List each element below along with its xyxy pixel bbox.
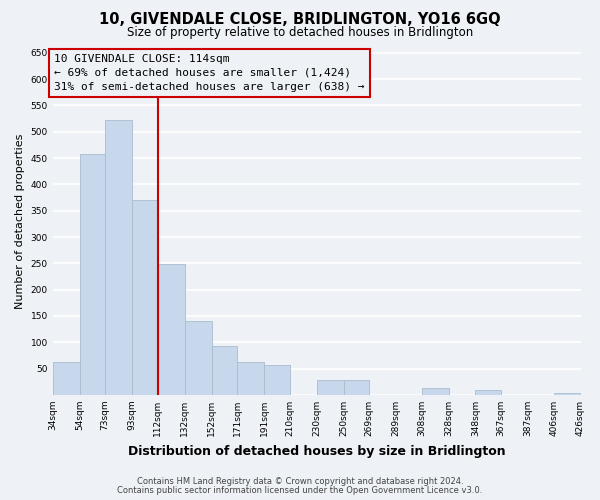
Bar bbox=[158, 264, 185, 395]
Text: Contains public sector information licensed under the Open Government Licence v3: Contains public sector information licen… bbox=[118, 486, 482, 495]
Bar bbox=[132, 200, 158, 395]
Bar bbox=[185, 320, 212, 395]
Bar bbox=[80, 154, 105, 395]
Bar bbox=[317, 380, 344, 395]
Bar bbox=[422, 388, 449, 395]
Text: 10, GIVENDALE CLOSE, BRIDLINGTON, YO16 6GQ: 10, GIVENDALE CLOSE, BRIDLINGTON, YO16 6… bbox=[99, 12, 501, 28]
Bar bbox=[264, 365, 290, 395]
Text: Contains HM Land Registry data © Crown copyright and database right 2024.: Contains HM Land Registry data © Crown c… bbox=[137, 477, 463, 486]
Bar bbox=[554, 394, 581, 395]
X-axis label: Distribution of detached houses by size in Bridlington: Distribution of detached houses by size … bbox=[128, 444, 505, 458]
Bar bbox=[475, 390, 501, 395]
Bar bbox=[237, 362, 264, 395]
Bar bbox=[53, 362, 80, 395]
Y-axis label: Number of detached properties: Number of detached properties bbox=[15, 134, 25, 309]
Text: Size of property relative to detached houses in Bridlington: Size of property relative to detached ho… bbox=[127, 26, 473, 39]
Bar bbox=[344, 380, 369, 395]
Bar bbox=[212, 346, 237, 395]
Bar bbox=[105, 120, 132, 395]
Text: 10 GIVENDALE CLOSE: 114sqm
← 69% of detached houses are smaller (1,424)
31% of s: 10 GIVENDALE CLOSE: 114sqm ← 69% of deta… bbox=[54, 54, 365, 92]
